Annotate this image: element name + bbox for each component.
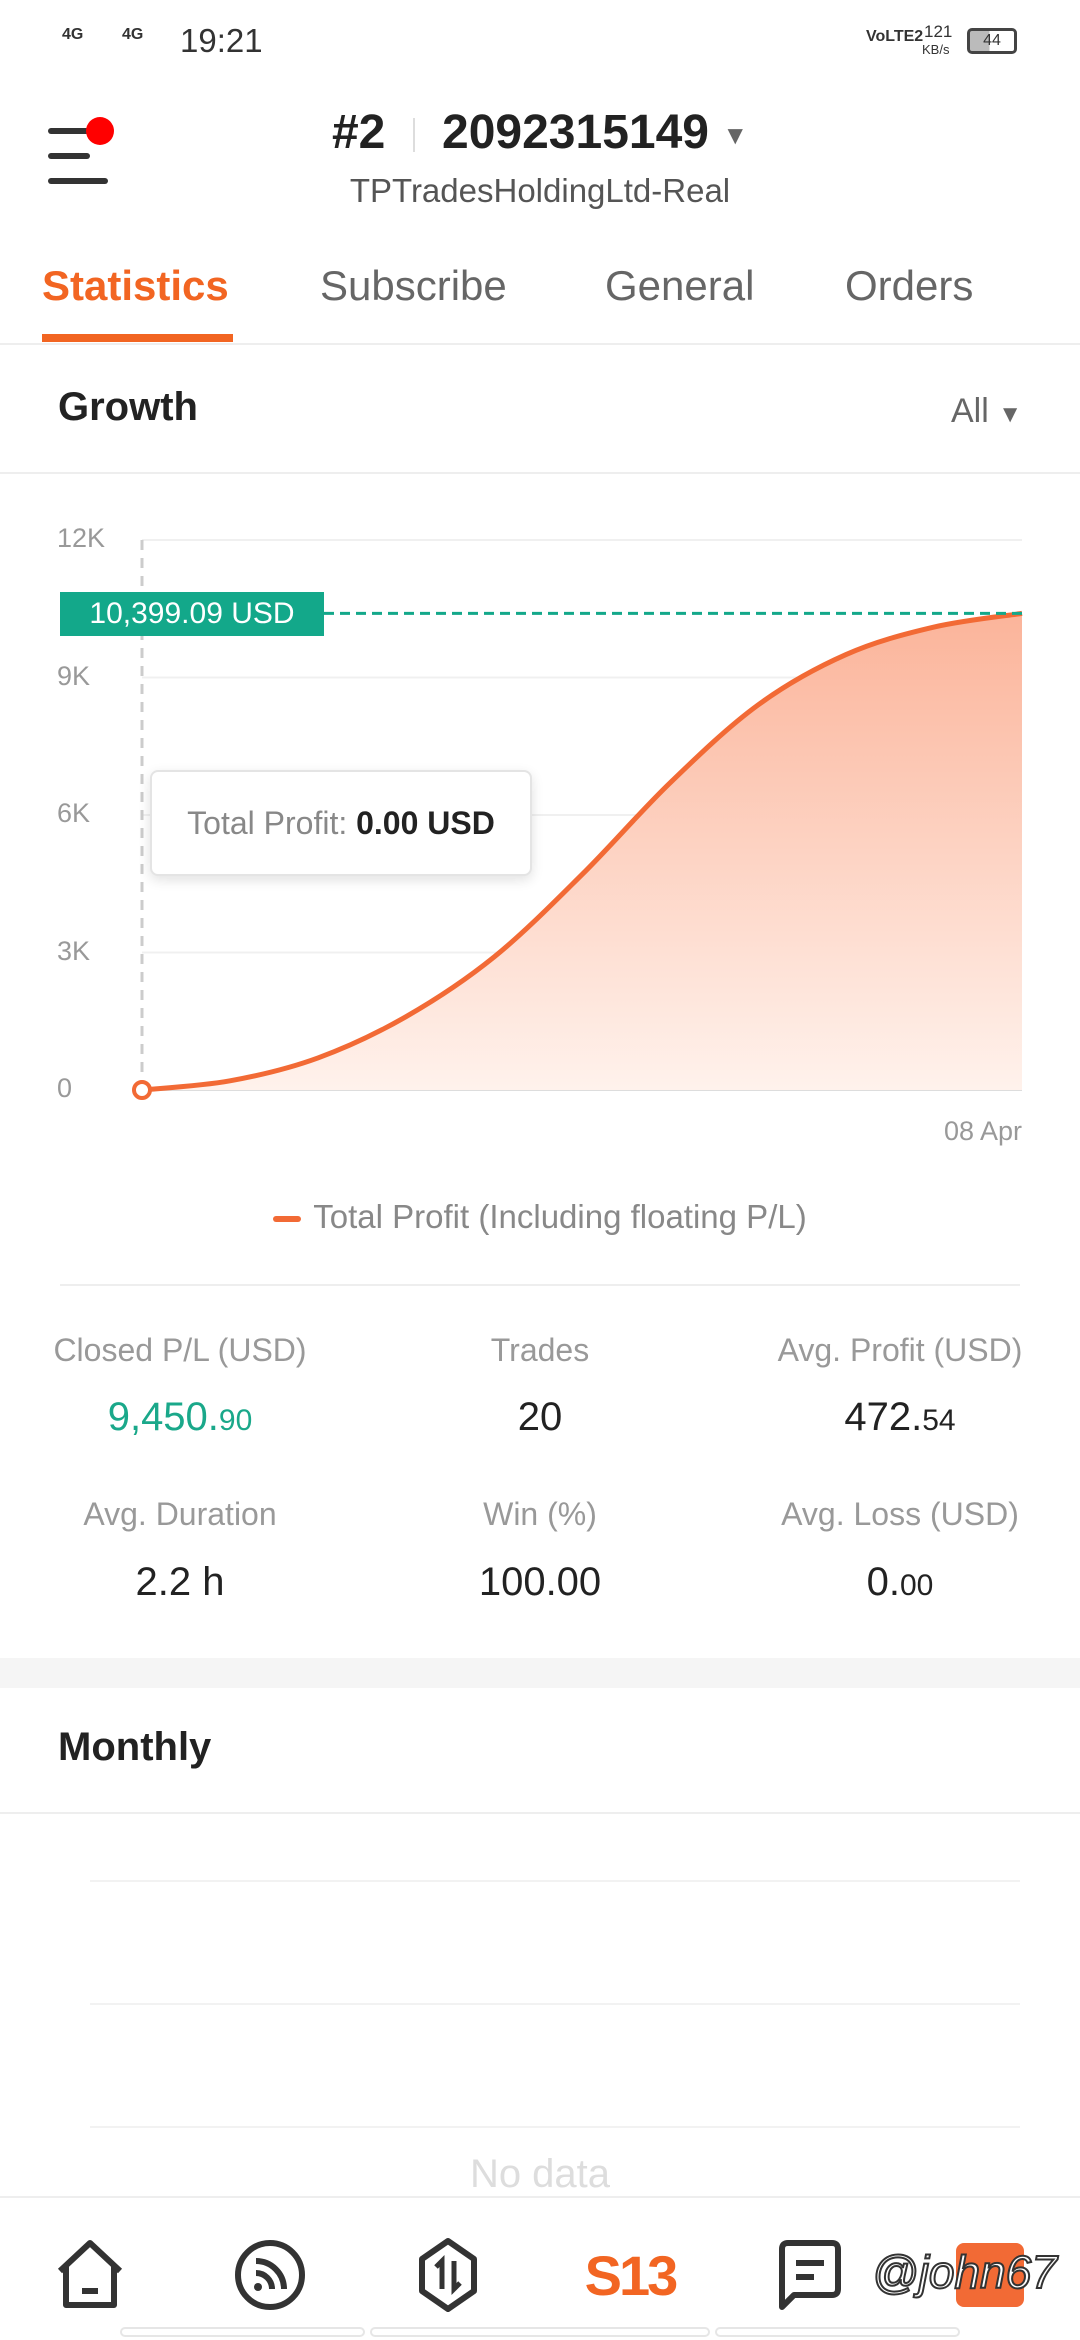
divider [0, 472, 1080, 474]
tab-statistics[interactable]: Statistics [42, 262, 229, 309]
range-filter[interactable]: All ▼ [951, 392, 1022, 431]
notification-dot [86, 117, 114, 145]
stat-value-int: 472. [844, 1395, 923, 1439]
net-speed: 121 [924, 22, 953, 41]
account-selector[interactable]: #2 2092315149 ▼ [0, 105, 1080, 160]
series-line [141, 610, 1023, 1093]
tooltip-label: Total Profit: [187, 805, 348, 841]
stat-value-int: 0. [866, 1560, 900, 1604]
nav-home[interactable] [50, 2235, 130, 2315]
stat-label: Avg. Loss (USD) [781, 1496, 1019, 1532]
account-number: #2 [331, 106, 386, 159]
nav-profile[interactable] [950, 2235, 1030, 2315]
stat-value: 0.00 [720, 1560, 1080, 1605]
stat-value-int: 100.00 [478, 1560, 602, 1604]
signal-2-icon: 4G [122, 26, 144, 43]
stat-label: Trades [490, 1332, 590, 1368]
nav-trade[interactable] [408, 2235, 488, 2315]
y-tick-label: 12K [57, 523, 106, 553]
chat-icon [779, 2240, 841, 2310]
caret-down-icon: ▼ [998, 401, 1022, 428]
growth-title: Growth [58, 385, 198, 429]
profile-icon [956, 2243, 1024, 2307]
monthly-title: Monthly [58, 1725, 212, 1769]
account-id: 2092315149 [442, 106, 709, 159]
stat-value-int: 20 [517, 1395, 563, 1439]
trade-icon [419, 2238, 477, 2312]
stat-label: Avg. Profit (USD) [777, 1332, 1023, 1368]
stat-label: Closed P/L (USD) [53, 1332, 307, 1368]
watermark: @john67 [871, 2245, 1058, 2299]
divider [0, 1812, 1080, 1814]
feed-icon [235, 2240, 305, 2310]
y-tick-label: 6K [57, 798, 91, 828]
nav-chat[interactable] [770, 2235, 850, 2315]
battery-icon: 44 [967, 28, 1017, 54]
divider [60, 1284, 1020, 1286]
stat-value-dec: 90 [218, 1404, 253, 1437]
gridline [90, 2003, 1020, 2005]
tab-subscribe[interactable]: Subscribe [320, 262, 507, 309]
divider [0, 2196, 1080, 2198]
net-speed-unit: KB/s [922, 42, 950, 57]
y-tick-label: 9K [57, 660, 91, 691]
menu-line [48, 153, 90, 159]
stat-value-int: 9,450. [107, 1395, 219, 1439]
tab-general[interactable]: General [605, 262, 755, 309]
stat-value: 100.00 [360, 1560, 720, 1605]
nav-s13[interactable]: S13 [575, 2235, 685, 2315]
nav-feed[interactable] [230, 2235, 310, 2315]
tab-orders[interactable]: Orders [845, 262, 974, 309]
current-value-badge: 10,399.09 USD [60, 592, 324, 636]
stat-label: Win (%) [483, 1496, 597, 1532]
gridline [90, 1880, 1020, 1882]
signal-1-icon: 4G [62, 26, 84, 43]
divider [412, 118, 415, 153]
y-tick-label: 0 [57, 1073, 73, 1103]
y-tick-label: 3K [57, 935, 91, 966]
nav-indicator [715, 2327, 960, 2337]
clock: 19:21 [180, 22, 263, 59]
stat-value: 9,450.90 [0, 1395, 360, 1440]
stat-value-int: 2.2 h [135, 1560, 225, 1604]
stat-value-dec: 00 [899, 1569, 934, 1602]
x-tick-label: 08 Apr [943, 1116, 1022, 1146]
volte-icon: VoLTE2 [866, 28, 924, 45]
area-fill [142, 613, 1022, 1090]
menu-button[interactable] [48, 117, 118, 185]
s13-logo: S13 [584, 2243, 679, 2307]
tooltip-value: 0.00 USD [356, 805, 495, 841]
home-icon [57, 2240, 123, 2308]
tab-indicator [42, 334, 233, 342]
growth-chart[interactable] [0, 480, 1080, 1200]
caret-down-icon: ▼ [722, 119, 749, 150]
legend-swatch [273, 1216, 302, 1223]
range-filter-value: All [950, 392, 989, 430]
stat-value: 2.2 h [0, 1560, 360, 1605]
server-name: TPTradesHoldingLtd-Real [349, 172, 731, 209]
menu-line [48, 178, 108, 184]
nav-indicator [120, 2327, 365, 2337]
divider [0, 343, 1080, 345]
section-gap [0, 1658, 1080, 1688]
stat-value: 20 [360, 1395, 720, 1440]
nav-indicator [370, 2327, 710, 2337]
menu-icon [48, 128, 90, 134]
stat-value: 472.54 [720, 1395, 1080, 1440]
stat-label: Avg. Duration [83, 1496, 277, 1532]
status-bar: 4G 4G 19:21 VoLTE2 121 KB/s 44 [0, 20, 1080, 65]
stat-value-dec: 54 [922, 1404, 956, 1437]
chart-tooltip: Total Profit: 0.00 USD [150, 770, 532, 876]
selected-point[interactable] [132, 1080, 152, 1100]
chart-legend[interactable]: Total Profit (Including floating P/L) [0, 1198, 1080, 1236]
gridline [90, 2126, 1020, 2128]
empty-state: No data [469, 2152, 611, 2196]
legend-label: Total Profit (Including floating P/L) [313, 1198, 807, 1235]
